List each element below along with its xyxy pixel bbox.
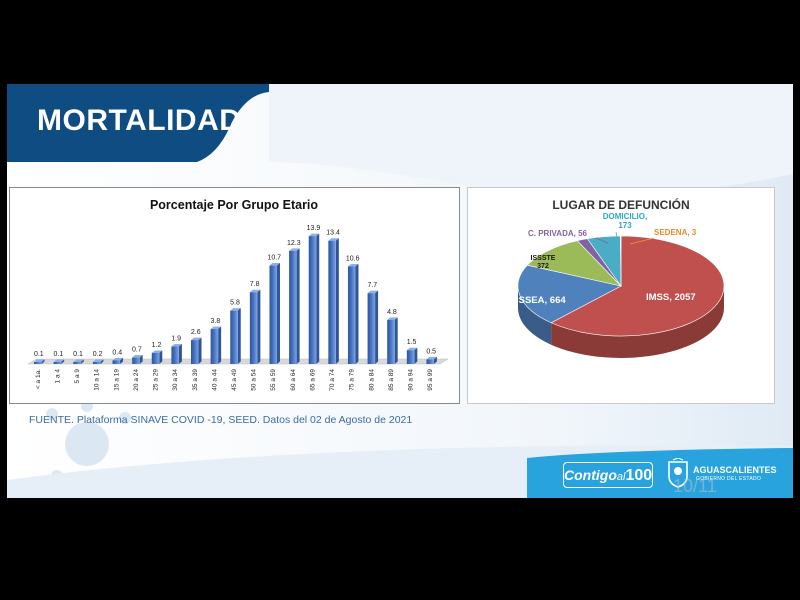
bar-value-label: 10.6 (346, 255, 360, 262)
pie-slice-side (518, 286, 552, 345)
bar (171, 344, 182, 364)
slide: MORTALIDAD Porcentaje Por Grupo Etario 0.… (7, 84, 793, 498)
x-tick-label: 30 a 34 (172, 369, 179, 391)
bar-value-label: 13.9 (307, 225, 321, 232)
logo-word: Contigo (564, 467, 617, 483)
bar-value-label: 2.6 (191, 329, 201, 336)
bar (230, 308, 241, 364)
x-tick-label: 40 a 44 (211, 369, 218, 391)
bar (191, 337, 202, 364)
bar-value-label: 12.3 (287, 240, 301, 247)
pie-slice-label: SEDENA, 3 (654, 228, 697, 237)
x-tick-label: 1 a 4 (54, 369, 61, 384)
bar (151, 350, 163, 364)
bar-value-label: 0.5 (426, 348, 436, 355)
x-tick-label: 10 a 14 (94, 369, 101, 391)
bar-value-label: 13.4 (326, 230, 340, 237)
bar-value-label: 1.2 (152, 342, 162, 349)
page-number: 10/11 (673, 476, 717, 496)
bar-value-label: 10.7 (267, 255, 281, 262)
bar (387, 317, 398, 364)
leader-line (595, 237, 609, 244)
pie-slice-label: DOMICILIO, 173 (603, 212, 647, 230)
bar-chart-panel: Porcentaje Por Grupo Etario 0.1 < a 1a. 0.1… (9, 187, 460, 404)
logo-al: al (616, 471, 626, 483)
title-banner (7, 84, 269, 162)
x-tick-label: 90 a 94 (408, 369, 415, 391)
bar (92, 359, 104, 364)
place-of-death-pie-chart: LUGAR DE DEFUNCIÓN IMSS, 2057 ISSEA, 664 IS… (516, 197, 725, 358)
x-tick-label: 35 a 39 (192, 369, 199, 391)
bar-value-label: 0.1 (73, 351, 83, 358)
pie-chart-title: LUGAR DE DEFUNCIÓN (552, 197, 689, 212)
bar (328, 238, 339, 364)
x-tick-label: 70 a 74 (329, 369, 336, 391)
bar (132, 355, 143, 364)
bar (289, 248, 300, 364)
pie-slice (620, 235, 622, 287)
pie-slice-label: ISSSTE 372 (531, 255, 556, 270)
bar (73, 359, 84, 364)
bottom-bar (7, 445, 793, 498)
pie-slice (550, 235, 725, 337)
bar-value-label: 5.8 (230, 300, 240, 307)
bar (269, 263, 280, 364)
bar (347, 263, 359, 364)
bar-value-label: 0.1 (54, 351, 64, 358)
x-tick-label: 85 a 89 (388, 369, 395, 391)
pie-slice (517, 264, 622, 324)
x-tick-label: 65 a 69 (309, 369, 316, 391)
bar-value-label: 0.7 (132, 347, 142, 354)
x-tick-label: 95 a 99 (427, 369, 434, 391)
leader-line (615, 231, 619, 243)
x-tick-label: 20 a 24 (133, 369, 140, 391)
bar (249, 289, 261, 364)
contigo-al-100-logo: Contigoal100 (563, 462, 653, 488)
pie-chart-panel: LUGAR DE DEFUNCIÓN IMSS, 2057 ISSEA, 664 IS… (467, 187, 775, 404)
bar (34, 359, 45, 364)
pie-slice-label: IMSS, 2057 (646, 292, 696, 303)
bar-value-label: 3.8 (211, 318, 221, 325)
x-tick-label: 5 a 9 (74, 369, 81, 384)
bar-value-label: 7.7 (367, 282, 377, 289)
x-tick-label: 45 a 49 (231, 369, 238, 391)
source-note: FUENTE. Plataforma SINAVE COVID -19, SEE… (29, 414, 413, 426)
leader-line (629, 237, 655, 245)
pie-slice (526, 240, 622, 287)
bar-value-label: 4.8 (387, 309, 397, 316)
x-tick-label: < a 1a. (35, 369, 42, 389)
bar-value-label: 1.5 (407, 339, 417, 346)
bar (367, 290, 379, 364)
logo-number: 100 (625, 467, 653, 484)
bar (210, 326, 222, 364)
pie-slice-label: C. PRIVADA, 56 (528, 229, 588, 238)
state-subtitle: GOBIERNO DEL ESTADO (696, 476, 762, 482)
pie-slice-side (551, 286, 724, 358)
x-tick-label: 60 a 64 (290, 369, 297, 391)
bar-value-label: 1.9 (171, 336, 181, 343)
pie-slice-label: ISSEA, 664 (516, 295, 566, 306)
bar (308, 233, 320, 364)
x-tick-label: 15 a 19 (113, 369, 120, 391)
state-name: AGUASCALIENTES (693, 465, 777, 475)
bar-value-label: 7.8 (250, 281, 260, 288)
bar-value-label: 0.4 (112, 349, 122, 356)
page-title: MORTALIDAD (37, 104, 242, 137)
age-group-bar-chart: Porcentaje Por Grupo Etario 0.1 < a 1a. 0.1… (27, 198, 449, 391)
x-tick-label: 80 a 84 (368, 369, 375, 391)
x-tick-label: 75 a 79 (349, 369, 356, 391)
state-seal-icon (668, 458, 688, 488)
bar (112, 357, 124, 364)
bar (426, 356, 437, 364)
x-tick-label: 50 a 54 (251, 369, 258, 391)
bar-chart-title: Porcentaje Por Grupo Etario (150, 198, 318, 212)
x-tick-label: 25 a 29 (153, 369, 160, 391)
bar (53, 359, 65, 364)
x-tick-label: 55 a 59 (270, 369, 277, 391)
bar (406, 347, 418, 364)
bar-value-label: 0.2 (93, 351, 103, 358)
bar-value-label: 0.1 (34, 351, 44, 358)
